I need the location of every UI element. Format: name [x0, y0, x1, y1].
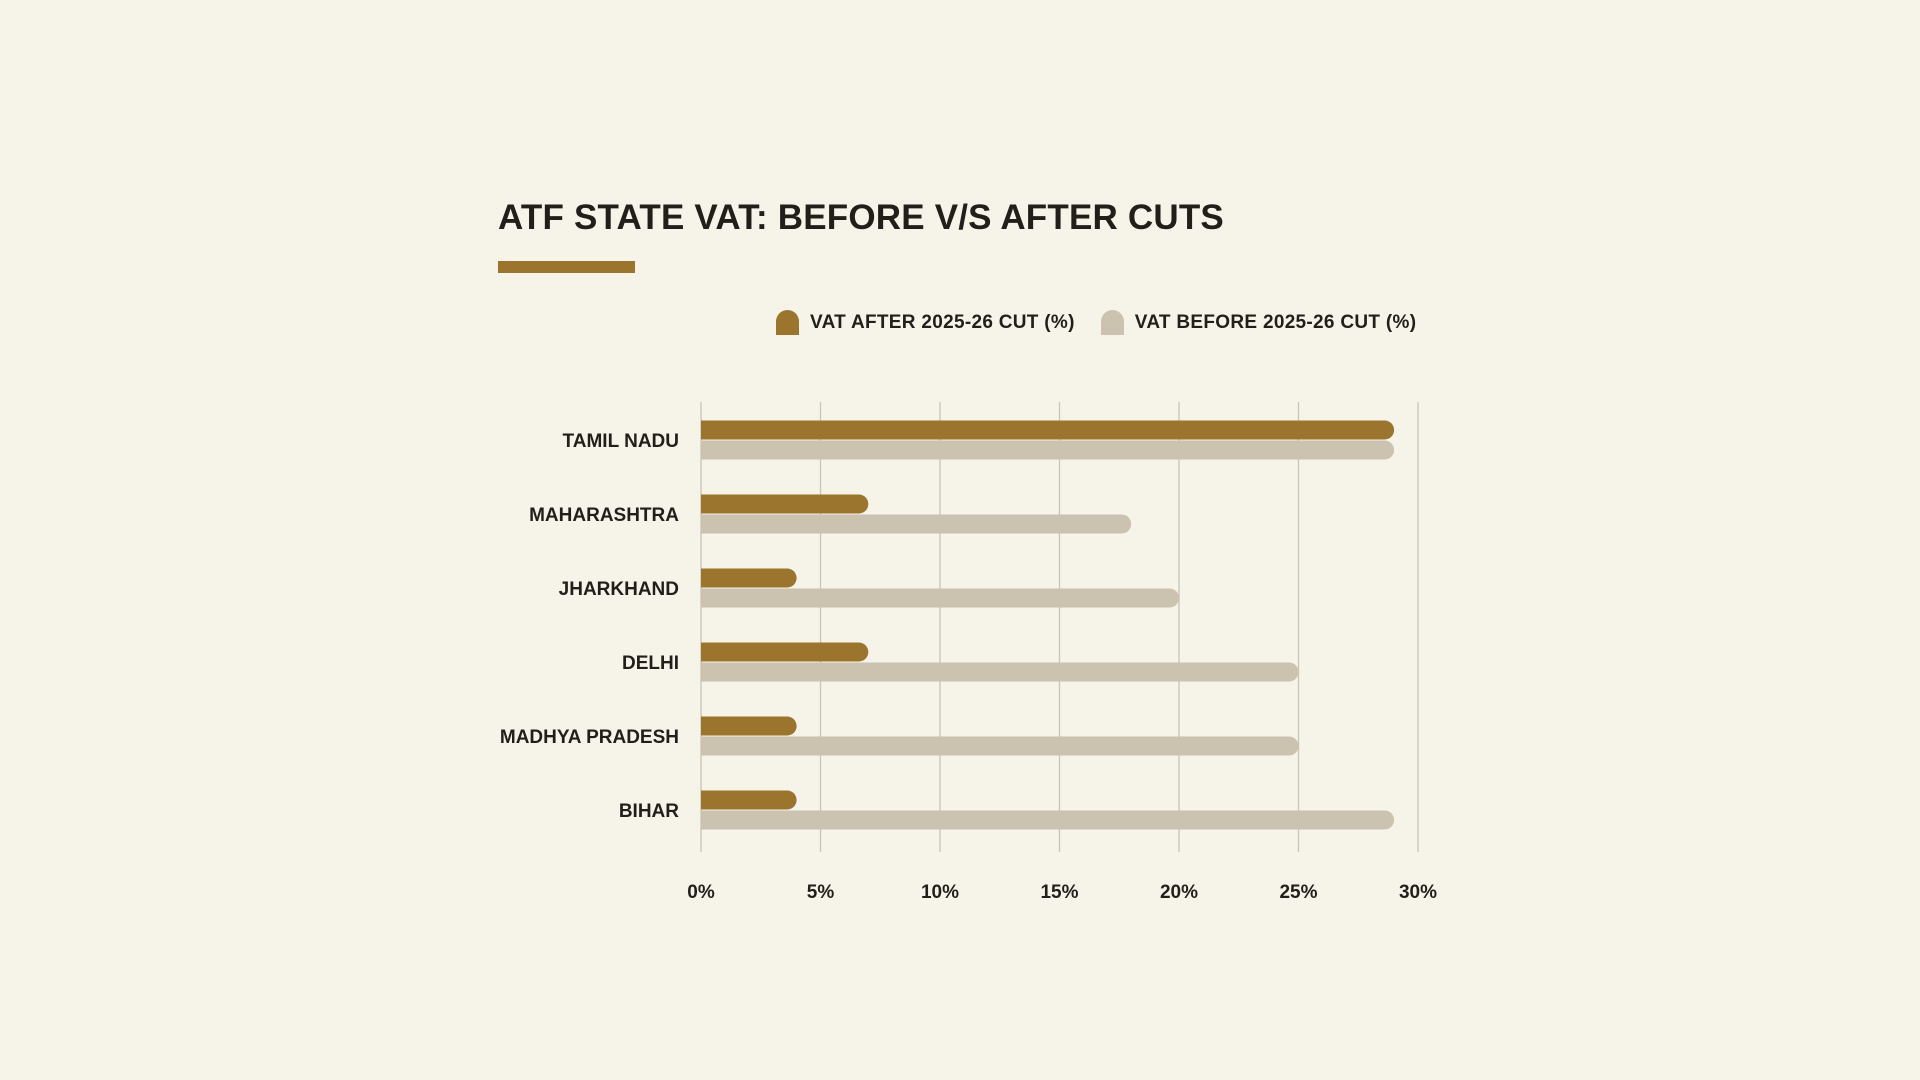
bar-after-2 — [701, 568, 797, 588]
bar-before-0 — [701, 440, 1395, 460]
x-tick-label-0: 0% — [687, 882, 715, 903]
chart-title: ATF STATE VAT: BEFORE V/S AFTER CUTS — [498, 198, 1224, 237]
legend-item-before: VAT BEFORE 2025-26 CUT (%) — [1100, 310, 1417, 335]
bar-after-4 — [701, 716, 797, 736]
bar-before-4 — [701, 736, 1299, 756]
bar-before-1 — [701, 514, 1132, 534]
category-label-2: JHARKHAND — [559, 579, 679, 600]
bar-after-5 — [701, 790, 797, 810]
x-tick-label-30: 30% — [1399, 882, 1437, 903]
legend-label-after: VAT AFTER 2025-26 CUT (%) — [810, 311, 1075, 333]
x-tick-label-15: 15% — [1040, 882, 1078, 903]
legend-item-after: VAT AFTER 2025-26 CUT (%) — [776, 310, 1075, 335]
category-label-4: MADHYA PRADESH — [500, 727, 679, 748]
legend: VAT AFTER 2025-26 CUT (%) VAT BEFORE 202… — [776, 310, 1442, 335]
legend-swatch-after — [776, 310, 799, 335]
category-label-0: TAMIL NADU — [563, 431, 679, 452]
bar-after-3 — [701, 642, 869, 662]
bar-after-0 — [701, 420, 1395, 440]
x-tick-label-5: 5% — [807, 882, 835, 903]
x-tick-label-10: 10% — [921, 882, 959, 903]
title-underline — [498, 261, 635, 273]
category-label-5: BIHAR — [619, 801, 679, 822]
x-tick-label-20: 20% — [1160, 882, 1198, 903]
category-label-1: MAHARASHTRA — [529, 505, 679, 526]
legend-label-before: VAT BEFORE 2025-26 CUT (%) — [1134, 311, 1417, 333]
legend-swatch-before — [1100, 310, 1124, 335]
x-tick-label-25: 25% — [1279, 882, 1317, 903]
bar-before-3 — [701, 662, 1299, 682]
bar-before-2 — [701, 588, 1179, 608]
bar-after-1 — [701, 494, 869, 514]
category-label-3: DELHI — [622, 653, 679, 674]
bar-before-5 — [701, 810, 1395, 830]
